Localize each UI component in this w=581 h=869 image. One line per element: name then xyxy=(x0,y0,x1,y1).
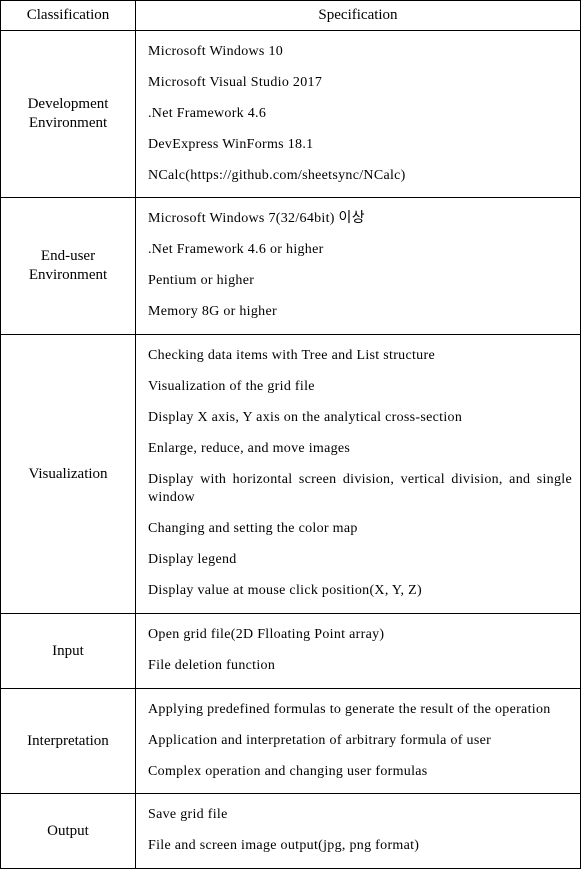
spec-item: .Net Framework 4.6 xyxy=(148,99,572,130)
spec-item: Display X axis, Y axis on the analytical… xyxy=(148,403,572,434)
classification-label: Development xyxy=(28,96,109,112)
spec-table: Classification Specification Development… xyxy=(0,0,581,869)
table-row: Development Environment Microsoft Windows … xyxy=(1,31,581,198)
spec-item: .Net Framework 4.6 or higher xyxy=(148,235,572,266)
spec-item: Display legend xyxy=(148,545,572,576)
header-classification: Classification xyxy=(1,1,136,31)
specification-cell: Open grid file(2D Flloating Point array)… xyxy=(136,614,581,689)
table-row: Interpretation Applying predefined formul… xyxy=(1,688,581,794)
classification-label: Input xyxy=(52,643,84,659)
spec-item: Checking data items with Tree and List s… xyxy=(148,341,572,372)
spec-item: Memory 8G or higher xyxy=(148,297,572,328)
spec-item: Display with horizontal screen division,… xyxy=(148,465,572,515)
classification-label: Output xyxy=(47,823,89,839)
classification-label: Visualization xyxy=(28,466,107,482)
spec-item: Display value at mouse click position(X,… xyxy=(148,576,572,607)
spec-item: Microsoft Windows 7(32/64bit) 이상 xyxy=(148,204,572,235)
spec-item: Application and interpretation of arbitr… xyxy=(148,726,572,757)
classification-cell: Development Environment xyxy=(1,31,136,198)
spec-item: Visualization of the grid file xyxy=(148,372,572,403)
spec-item: NCalc(https://github.com/sheetsync/NCalc… xyxy=(148,161,572,192)
spec-item: Complex operation and changing user form… xyxy=(148,757,572,788)
specification-cell: Microsoft Windows 7(32/64bit) 이상.Net Fra… xyxy=(136,198,581,335)
spec-item: Applying predefined formulas to generate… xyxy=(148,695,572,726)
classification-label: End-user xyxy=(41,248,95,264)
spec-item: File and screen image output(jpg, png fo… xyxy=(148,831,572,862)
classification-cell: Input xyxy=(1,614,136,689)
spec-item: DevExpress WinForms 18.1 xyxy=(148,130,572,161)
spec-item: Pentium or higher xyxy=(148,266,572,297)
specification-cell: Checking data items with Tree and List s… xyxy=(136,335,581,614)
classification-cell: End-user Environment xyxy=(1,198,136,335)
specification-cell: Save grid fileFile and screen image outp… xyxy=(136,794,581,869)
spec-item: Enlarge, reduce, and move images xyxy=(148,434,572,465)
classification-label: Interpretation xyxy=(27,733,109,749)
spec-item: Microsoft Visual Studio 2017 xyxy=(148,68,572,99)
spec-item: Save grid file xyxy=(148,800,572,831)
classification-cell: Visualization xyxy=(1,335,136,614)
specification-cell: Applying predefined formulas to generate… xyxy=(136,688,581,794)
classification-label: Environment xyxy=(29,115,107,131)
specification-cell: Microsoft Windows 10Microsoft Visual Stu… xyxy=(136,31,581,198)
spec-item: File deletion function xyxy=(148,651,572,682)
header-specification: Specification xyxy=(136,1,581,31)
classification-cell: Interpretation xyxy=(1,688,136,794)
table-row: End-user Environment Microsoft Windows 7(3… xyxy=(1,198,581,335)
spec-item: Microsoft Windows 10 xyxy=(148,37,572,68)
spec-item: Open grid file(2D Flloating Point array) xyxy=(148,620,572,651)
table-row: Input Open grid file(2D Flloating Point a… xyxy=(1,614,581,689)
table-row: Visualization Checking data items with Tr… xyxy=(1,335,581,614)
header-row: Classification Specification xyxy=(1,1,581,31)
table-row: Output Save grid fileFile and screen imag… xyxy=(1,794,581,869)
classification-cell: Output xyxy=(1,794,136,869)
classification-label: Environment xyxy=(29,267,107,283)
spec-item: Changing and setting the color map xyxy=(148,514,572,545)
